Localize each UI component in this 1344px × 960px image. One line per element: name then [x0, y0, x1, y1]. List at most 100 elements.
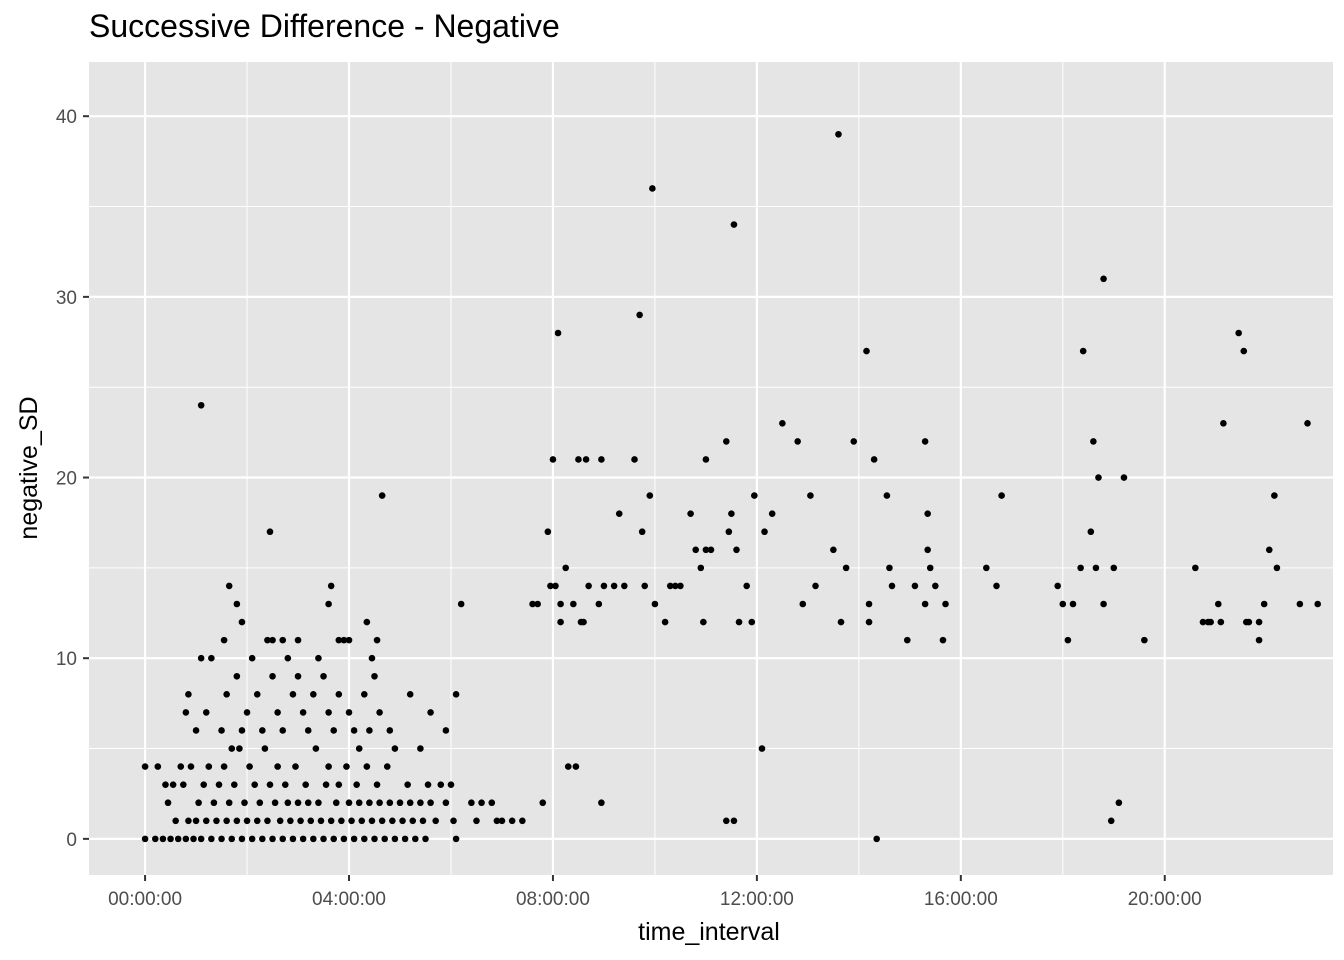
data-point	[343, 763, 350, 770]
data-point	[1217, 618, 1225, 626]
data-point	[557, 618, 564, 626]
data-point	[1107, 817, 1115, 825]
data-point	[585, 582, 592, 590]
data-point	[649, 185, 656, 192]
data-point	[427, 799, 434, 807]
data-point	[1304, 420, 1311, 427]
data-point	[223, 817, 230, 825]
data-point	[366, 727, 373, 734]
data-point	[735, 618, 743, 626]
data-point	[427, 709, 434, 716]
data-point	[519, 817, 526, 825]
data-point	[554, 329, 562, 337]
data-point	[865, 618, 873, 626]
data-point	[330, 727, 338, 734]
data-point	[310, 835, 317, 843]
data-point	[1265, 546, 1273, 554]
data-point	[1100, 275, 1107, 283]
data-point	[794, 438, 801, 445]
data-point	[631, 456, 638, 463]
data-point	[730, 221, 738, 228]
data-point	[1059, 600, 1067, 608]
data-point	[335, 691, 343, 698]
data-point	[340, 835, 348, 843]
data-point	[582, 456, 590, 463]
data-point	[350, 835, 358, 843]
data-point	[322, 781, 330, 788]
data-point	[641, 582, 649, 590]
data-point	[697, 564, 705, 572]
data-point	[386, 727, 394, 734]
data-point	[437, 781, 445, 788]
data-point	[562, 564, 569, 572]
data-point	[238, 618, 246, 626]
data-point	[700, 618, 707, 626]
data-point	[294, 799, 302, 807]
data-point	[1092, 564, 1100, 572]
data-point	[564, 763, 572, 770]
data-point	[225, 582, 233, 590]
data-point	[468, 799, 475, 807]
data-point	[1214, 600, 1222, 608]
data-point	[202, 817, 210, 825]
data-point	[233, 817, 241, 825]
data-point	[261, 745, 269, 752]
data-point	[768, 510, 776, 517]
data-point	[348, 817, 355, 825]
data-point	[728, 510, 735, 517]
data-point	[274, 709, 281, 716]
data-point	[911, 582, 919, 590]
data-point	[208, 654, 215, 662]
data-point	[192, 817, 200, 825]
data-point	[508, 817, 516, 825]
data-point	[544, 528, 552, 536]
minor-gridlines	[89, 62, 1333, 875]
data-point	[373, 781, 381, 788]
data-point	[457, 600, 465, 608]
data-point	[743, 582, 750, 590]
x-tick-label: 20:00:00	[1128, 889, 1202, 910]
data-point	[442, 727, 450, 734]
data-point	[236, 745, 243, 752]
data-point	[666, 582, 674, 590]
data-point	[812, 582, 819, 590]
data-point	[539, 799, 547, 807]
data-point	[368, 817, 376, 825]
data-point	[401, 835, 409, 843]
data-point	[180, 781, 187, 788]
y-tick-label: 10	[56, 649, 77, 670]
data-point	[335, 781, 343, 788]
data-point	[865, 600, 873, 608]
data-point	[1220, 420, 1227, 427]
data-point	[358, 817, 366, 825]
data-point	[998, 492, 1005, 499]
data-point	[572, 763, 580, 770]
data-point	[488, 799, 496, 807]
data-point	[389, 817, 396, 825]
data-point	[197, 401, 205, 409]
major-gridlines	[89, 62, 1333, 875]
data-point	[598, 799, 605, 807]
data-point	[264, 817, 271, 825]
data-point	[284, 799, 292, 807]
data-point	[442, 799, 450, 807]
data-point	[1064, 636, 1072, 644]
data-point	[320, 835, 327, 843]
data-point	[422, 835, 429, 843]
data-point	[493, 817, 501, 825]
x-tick-label: 00:00:00	[108, 889, 182, 910]
data-point	[651, 600, 659, 608]
data-point	[547, 582, 554, 590]
data-point	[575, 456, 582, 463]
data-point	[287, 817, 294, 825]
chart-title: Successive Difference - Negative	[89, 8, 560, 44]
x-tick-label: 16:00:00	[924, 889, 998, 910]
data-point	[1260, 600, 1268, 608]
data-point	[241, 799, 248, 807]
data-point	[325, 763, 332, 770]
data-point	[269, 835, 276, 843]
data-point	[873, 835, 880, 843]
data-point	[220, 636, 228, 644]
data-point	[598, 456, 605, 463]
data-point	[327, 582, 335, 590]
